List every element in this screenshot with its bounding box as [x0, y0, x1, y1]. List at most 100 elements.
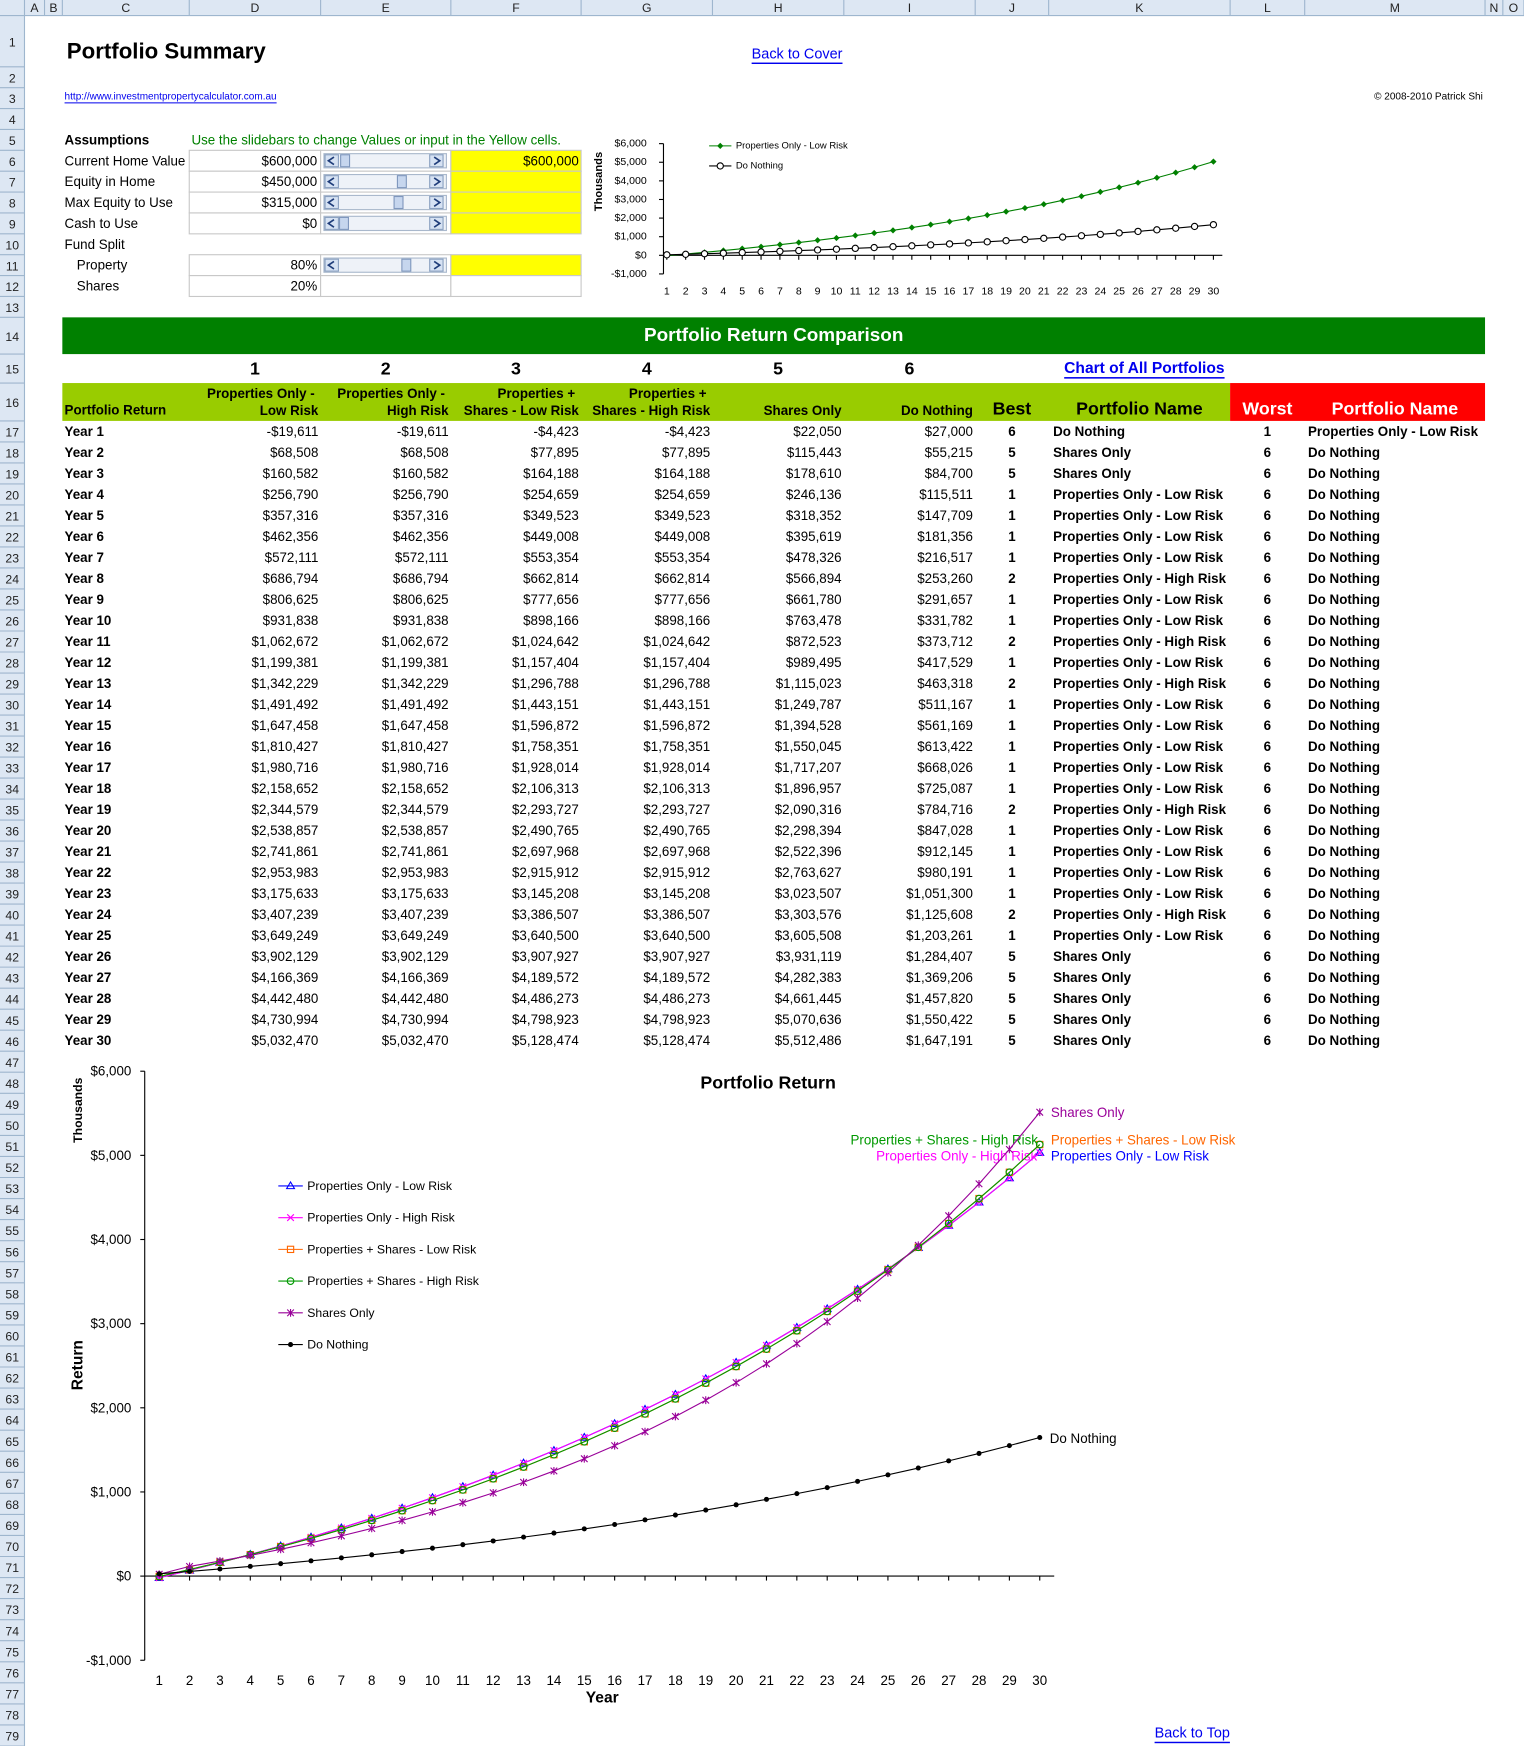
- rank: 5: [1008, 445, 1016, 460]
- x-tick-label: 20: [1019, 286, 1031, 298]
- series-end-label: Do Nothing: [1050, 1431, 1117, 1446]
- row-header: 4: [9, 113, 16, 127]
- input-cell[interactable]: [450, 170, 582, 193]
- slider[interactable]: [323, 194, 447, 211]
- slider-thumb[interactable]: [340, 154, 351, 168]
- portfolio-name: Properties Only - Low Risk: [1053, 865, 1224, 880]
- row-header: 6: [9, 155, 16, 169]
- cell-value: $3,386,507: [512, 907, 579, 922]
- portfolio-name: Do Nothing: [1308, 949, 1380, 964]
- cell-value: $22,050: [793, 424, 841, 439]
- link[interactable]: Chart of All Portfolios: [1064, 360, 1225, 377]
- slider[interactable]: [323, 257, 447, 273]
- point: [984, 212, 991, 219]
- point: [1002, 237, 1010, 245]
- slider-thumb[interactable]: [393, 195, 404, 210]
- x-tick-label: 5: [277, 1673, 284, 1688]
- slider[interactable]: [323, 173, 447, 190]
- slider-thumb[interactable]: [396, 175, 407, 189]
- slider-button[interactable]: [429, 258, 444, 272]
- x-tick-label: 27: [1151, 286, 1163, 298]
- portfolio-name: Do Nothing: [1308, 739, 1380, 754]
- rank: 6: [1264, 634, 1271, 649]
- cell-value: $1,717,207: [775, 760, 842, 775]
- slider-button[interactable]: [324, 154, 339, 168]
- cell-value: $777,656: [523, 592, 579, 607]
- portfolio-name: Do Nothing: [1308, 487, 1380, 502]
- row-header: 43: [5, 972, 19, 986]
- x-tick-label: 27: [941, 1673, 956, 1688]
- cell-value: $511,167: [918, 697, 973, 712]
- slider-button[interactable]: [429, 195, 444, 210]
- x-tick-label: 24: [1094, 286, 1106, 298]
- row-header: 31: [5, 720, 19, 734]
- cell-value: $1,199,381: [382, 655, 449, 670]
- row-label: Year 19: [65, 802, 112, 817]
- rank: 6: [1264, 781, 1271, 796]
- cell-value: $1,296,788: [512, 676, 579, 691]
- row-label: Year 29: [65, 1012, 112, 1027]
- point: [732, 1378, 740, 1387]
- cell-value: $2,344,579: [252, 802, 319, 817]
- x-tick-label: 17: [638, 1673, 653, 1688]
- row-header: 40: [5, 909, 19, 923]
- slider-button[interactable]: [429, 175, 444, 189]
- row-label: Year 4: [65, 487, 105, 502]
- slider-button[interactable]: [324, 216, 339, 230]
- link[interactable]: Back to Cover: [752, 47, 843, 63]
- link[interactable]: Back to Top: [1155, 1726, 1230, 1742]
- point: [1190, 222, 1199, 231]
- point: [823, 1305, 831, 1313]
- slider-thumb[interactable]: [401, 258, 412, 272]
- input-value: 20%: [291, 279, 318, 294]
- row-label: Year 28: [65, 991, 112, 1006]
- slider-button[interactable]: [324, 175, 339, 189]
- slider-button[interactable]: [324, 195, 339, 210]
- x-tick-label: 28: [972, 1673, 987, 1688]
- cell-value: $2,953,983: [252, 865, 319, 880]
- x-tick-label: 25: [1113, 286, 1125, 298]
- cell-value: $2,741,861: [252, 844, 319, 859]
- legend-marker: [286, 1213, 295, 1222]
- input-cell[interactable]: [450, 254, 582, 277]
- legend-marker: [288, 1342, 294, 1348]
- row-header: 9: [9, 218, 16, 232]
- input-cell[interactable]: [450, 212, 582, 235]
- x-tick-label: 21: [1038, 286, 1050, 298]
- column-header: N: [1490, 1, 1499, 15]
- row-label: Year 1: [65, 424, 105, 439]
- slider-thumb[interactable]: [338, 216, 349, 230]
- point: [610, 1424, 619, 1433]
- point: [945, 240, 954, 248]
- row-header: 50: [5, 1119, 19, 1133]
- cell-value: $572,111: [265, 550, 319, 565]
- slider[interactable]: [323, 215, 447, 232]
- cell-value: $395,619: [786, 529, 842, 544]
- copyright: © 2008-2010 Patrick Shi: [1374, 91, 1483, 102]
- cell-value: $1,369,206: [906, 970, 973, 985]
- cell-value: $1,647,458: [382, 718, 449, 733]
- point: [550, 1446, 558, 1455]
- x-tick-label: 3: [216, 1673, 223, 1688]
- input-cell[interactable]: [450, 191, 582, 214]
- point: [946, 1458, 952, 1464]
- slider-button[interactable]: [429, 154, 444, 168]
- point: [824, 1485, 830, 1491]
- cell-value: $2,158,652: [252, 781, 319, 796]
- row-header: 1: [9, 35, 16, 49]
- portfolio-name: Shares Only: [1053, 970, 1132, 985]
- link[interactable]: http://www.investmentpropertycalculator.…: [65, 91, 277, 102]
- y-tick-label: $2,000: [90, 1400, 131, 1415]
- rank: 6: [1264, 529, 1271, 544]
- point: [762, 1359, 771, 1368]
- slider-button[interactable]: [429, 216, 444, 230]
- cell-value: $254,659: [523, 487, 579, 502]
- slider[interactable]: [323, 153, 447, 169]
- point: [1040, 234, 1048, 243]
- row-label: Year 21: [65, 844, 112, 859]
- point: [946, 218, 953, 225]
- point: [187, 1568, 193, 1574]
- slider-button[interactable]: [324, 258, 339, 272]
- rank: 6: [1264, 1033, 1271, 1048]
- series-line: [666, 161, 1214, 257]
